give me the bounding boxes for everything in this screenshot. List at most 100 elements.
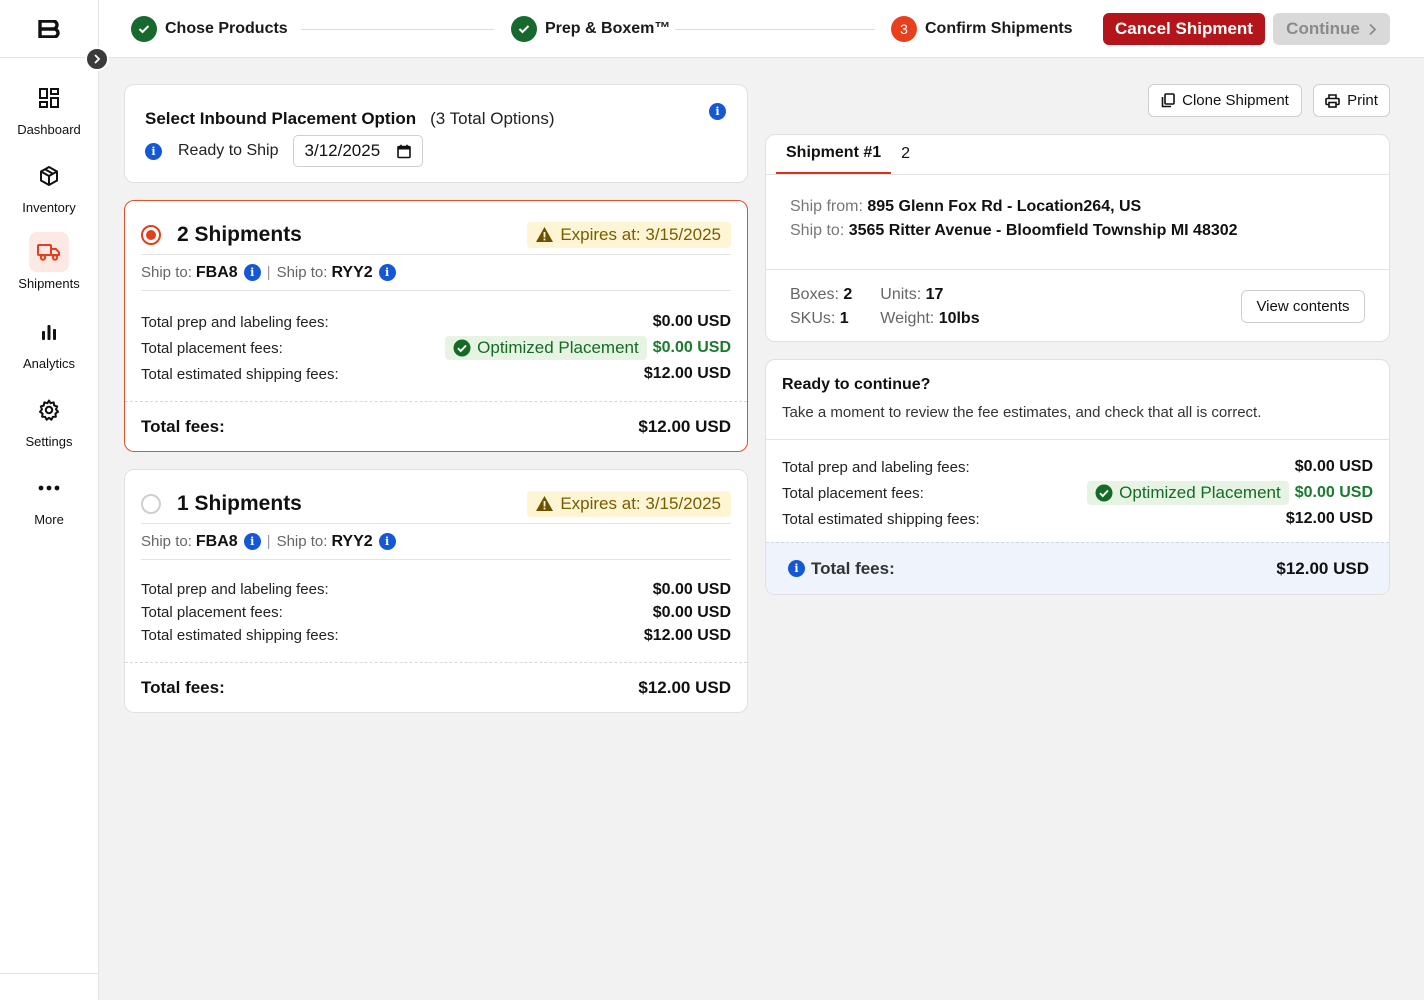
destination-fc: FBA8 (195, 263, 238, 281)
skus-stat: SKUs: 1 (790, 307, 852, 331)
fee-row: Total placement fees: Optimized Placemen… (782, 480, 1373, 506)
skus-value: 1 (839, 310, 849, 327)
expires-badge: Expires at: 3/15/2025 (527, 221, 731, 248)
calendar-icon[interactable] (396, 144, 411, 159)
ready-label: Ready to Ship (178, 142, 279, 159)
units-value: 17 (925, 286, 944, 303)
box-icon (29, 156, 69, 196)
info-icon[interactable]: i (709, 103, 726, 120)
logo-icon[interactable] (38, 19, 60, 38)
destination-fc: FBA8 (195, 532, 238, 550)
sidebar-divider (0, 973, 98, 974)
ship-to-label: Ship to: (276, 264, 328, 281)
sidebar-item-label: More (34, 512, 64, 527)
step-chose-products[interactable]: Chose Products (131, 16, 288, 42)
info-icon[interactable]: i (243, 533, 261, 550)
placement-option-card[interactable]: 2 Shipments Expires at: 3/15/2025 Ship t… (124, 200, 748, 452)
option-header: 1 Shipments Expires at: 3/15/2025 (141, 484, 731, 524)
placement-count: (3 Total Options) (430, 109, 555, 128)
expires-badge: Expires at: 3/15/2025 (527, 490, 731, 517)
option-radio[interactable] (141, 493, 161, 514)
option-radio[interactable] (141, 224, 161, 245)
step-label: Chose Products (165, 20, 288, 37)
review-card: Ready to continue? Take a moment to revi… (765, 359, 1390, 595)
fee-label: Total placement fees: (782, 484, 924, 502)
sidebar-item-label: Shipments (18, 276, 80, 291)
sidebar-item-inventory[interactable]: Inventory (0, 156, 98, 215)
ship-to-row: Ship to: FBA8 i | Ship to: RYY2 i (141, 255, 731, 291)
fee-list: Total prep and labeling fees: $0.00 USD … (782, 454, 1373, 532)
fee-label: Total estimated shipping fees: (782, 510, 980, 528)
fee-value: $0.00 USD (1294, 458, 1373, 475)
sidebar-item-label: Dashboard (17, 122, 81, 137)
ship-to-value: 3565 Ritter Avenue - Bloomfield Township… (848, 222, 1238, 239)
expires-text: Expires at: 3/15/2025 (560, 224, 721, 244)
ship-from-row: Ship from: 895 Glenn Fox Rd - Location26… (790, 195, 1238, 219)
badge-text: Optimized Placement (1119, 483, 1281, 502)
check-icon (131, 16, 157, 42)
printer-icon (1325, 93, 1340, 108)
info-icon[interactable]: i (378, 533, 396, 550)
tab-shipment-2[interactable]: 2 (901, 145, 911, 162)
fee-value: $12.00 USD (1285, 510, 1373, 527)
info-icon[interactable]: i (243, 264, 261, 281)
sidebar-item-settings[interactable]: Settings (0, 390, 98, 449)
info-icon[interactable]: i (378, 264, 396, 281)
separator: | (266, 533, 271, 550)
clone-shipment-button[interactable]: Clone Shipment (1148, 84, 1302, 117)
total-fees-row: Total fees: $12.00 USD (125, 662, 747, 712)
print-button[interactable]: Print (1313, 84, 1390, 117)
sidebar-item-shipments[interactable]: Shipments (0, 232, 98, 291)
shipment-stats: Boxes: 2 SKUs: 1 Units: 17 Weight: 10lbs (790, 283, 980, 331)
sidebar-item-more[interactable]: More (0, 468, 98, 527)
fee-label: Total prep and labeling fees: (141, 313, 329, 331)
sidebar-collapse-button[interactable] (85, 47, 109, 71)
continue-label: Continue (1286, 19, 1360, 38)
fee-label: Total placement fees: (141, 339, 283, 357)
stepper-bar: Chose Products Prep & Boxem™ 3 Confirm S… (99, 0, 1424, 58)
total-value: $12.00 USD (1276, 558, 1369, 578)
weight-value: 10lbs (938, 310, 980, 327)
view-contents-button[interactable]: View contents (1241, 290, 1365, 323)
boxes-value: 2 (843, 286, 853, 303)
fee-row: Total placement fees: Optimized Placemen… (141, 335, 731, 361)
tab-shipment-1[interactable]: Shipment #1 (776, 134, 892, 174)
sidebar-item-dashboard[interactable]: Dashboard (0, 78, 98, 137)
print-label: Print (1347, 92, 1378, 109)
check-circle-icon (453, 339, 471, 357)
boxes-stat: Boxes: 2 (790, 283, 852, 307)
fee-row: Total prep and labeling fees: $0.00 USD (782, 454, 1373, 480)
fee-row: Total placement fees: $0.00 USD (141, 601, 731, 624)
ready-date-value: 3/12/2025 (304, 141, 381, 160)
option-header: 2 Shipments Expires at: 3/15/2025 (141, 215, 731, 255)
placement-header-card: Select Inbound Placement Option (3 Total … (124, 84, 748, 183)
step-number: 3 (891, 16, 917, 42)
total-label: Total fees: (141, 677, 225, 697)
badge-text: Optimized Placement (477, 338, 639, 357)
bar-chart-icon (29, 312, 69, 352)
step-label: Prep & Boxem™ (545, 20, 671, 37)
ready-date-input[interactable]: 3/12/2025 (292, 135, 423, 167)
fee-value: $0.00 USD (652, 339, 731, 356)
warning-icon (536, 496, 554, 511)
sidebar-item-analytics[interactable]: Analytics (0, 312, 98, 371)
step-connector (675, 29, 875, 30)
weight-label: Weight: (880, 310, 935, 327)
shipment-tabs: Shipment #1 2 (766, 135, 1389, 175)
step-confirm-shipments[interactable]: 3 Confirm Shipments (891, 16, 1073, 42)
fee-row: Total estimated shipping fees: $12.00 US… (141, 624, 731, 647)
info-icon[interactable]: i (788, 560, 805, 577)
fee-label: Total prep and labeling fees: (782, 458, 970, 476)
continue-button[interactable]: Continue (1273, 13, 1390, 45)
placement-option-card[interactable]: 1 Shipments Expires at: 3/15/2025 Ship t… (124, 469, 748, 713)
sidebar: Dashboard Inventory Shipments Analytics … (0, 0, 109, 1000)
total-label: Total fees: (141, 416, 225, 436)
placement-title-text: Select Inbound Placement Option (145, 109, 417, 128)
info-icon[interactable]: i (145, 142, 162, 160)
cancel-shipment-button[interactable]: Cancel Shipment (1103, 13, 1265, 45)
weight-stat: Weight: 10lbs (880, 307, 979, 331)
step-prep-boxem[interactable]: Prep & Boxem™ (511, 16, 670, 42)
total-fees-row: Total fees: $12.00 USD (125, 401, 747, 451)
chevron-right-icon (94, 54, 101, 64)
gear-icon (29, 390, 69, 430)
